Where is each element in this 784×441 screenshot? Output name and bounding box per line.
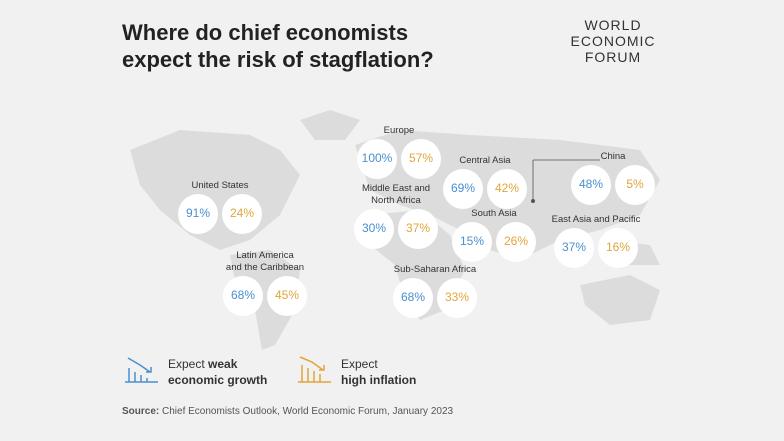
growth-value: 15% <box>460 234 484 248</box>
value-circle <box>554 228 594 268</box>
inflation-value: 57% <box>409 151 433 165</box>
value-circle <box>615 165 655 205</box>
legend-text: economic growth <box>168 373 267 387</box>
growth-value: 91% <box>186 206 210 220</box>
region-label: United States <box>191 180 248 191</box>
legend-text: Expect <box>341 357 378 371</box>
region-label: China <box>601 151 627 162</box>
inflation-value: 26% <box>504 234 528 248</box>
value-circle <box>401 139 441 179</box>
growth-value: 68% <box>231 288 255 302</box>
inflation-value: 42% <box>495 181 519 195</box>
growth-value: 68% <box>401 290 425 304</box>
title: Where do chief economists <box>122 20 408 45</box>
value-circle <box>443 169 483 209</box>
region-label: Central Asia <box>459 155 511 166</box>
value-circle <box>357 139 397 179</box>
legend-prefix: Expect <box>168 357 205 371</box>
region-label: and the Caribbean <box>226 262 304 273</box>
value-circle <box>223 276 263 316</box>
logo-text: WORLD <box>584 17 641 33</box>
logo: WORLD ECONOMIC FORUM <box>571 17 656 65</box>
inflation-icon <box>298 356 331 383</box>
growth-value: 69% <box>451 181 475 195</box>
source-label: Source: <box>122 406 159 417</box>
region-label: East Asia and Pacific <box>552 214 641 225</box>
legend-text: Expect weak <box>168 357 238 371</box>
logo-text: FORUM <box>585 49 641 65</box>
inflation-value: 5% <box>626 177 644 191</box>
value-circle <box>222 194 262 234</box>
inflation-value: 24% <box>230 206 254 220</box>
value-circle <box>393 278 433 318</box>
growth-icon <box>125 357 158 383</box>
value-circle <box>487 169 527 209</box>
growth-value: 30% <box>362 221 386 235</box>
source-text: Chief Economists Outlook, World Economic… <box>162 406 453 417</box>
region-label: Europe <box>384 125 415 136</box>
value-circle <box>437 278 477 318</box>
value-circle <box>178 194 218 234</box>
growth-value: 37% <box>562 240 586 254</box>
value-circle <box>598 228 638 268</box>
inflation-value: 33% <box>445 290 469 304</box>
legend-text: high inflation <box>341 373 416 387</box>
connector-dot <box>531 199 535 203</box>
source: Source: Chief Economists Outlook, World … <box>122 406 454 417</box>
region-label: Latin America <box>236 250 294 261</box>
title: expect the risk of stagflation? <box>122 47 434 72</box>
region-label: Sub-Saharan Africa <box>394 264 477 275</box>
region-label: South Asia <box>471 208 517 219</box>
value-circle <box>267 276 307 316</box>
value-circle <box>496 222 536 262</box>
legend-bold: weak <box>207 357 238 371</box>
inflation-value: 16% <box>606 240 630 254</box>
region-label: North Africa <box>371 195 421 206</box>
growth-value: 100% <box>362 151 393 165</box>
inflation-value: 45% <box>275 288 299 302</box>
logo-text: ECONOMIC <box>571 33 656 49</box>
region-label: Middle East and <box>362 183 430 194</box>
value-circle <box>571 165 611 205</box>
value-circle <box>452 222 492 262</box>
value-circle <box>398 209 438 249</box>
inflation-value: 37% <box>406 221 430 235</box>
value-circle <box>354 209 394 249</box>
growth-value: 48% <box>579 177 603 191</box>
